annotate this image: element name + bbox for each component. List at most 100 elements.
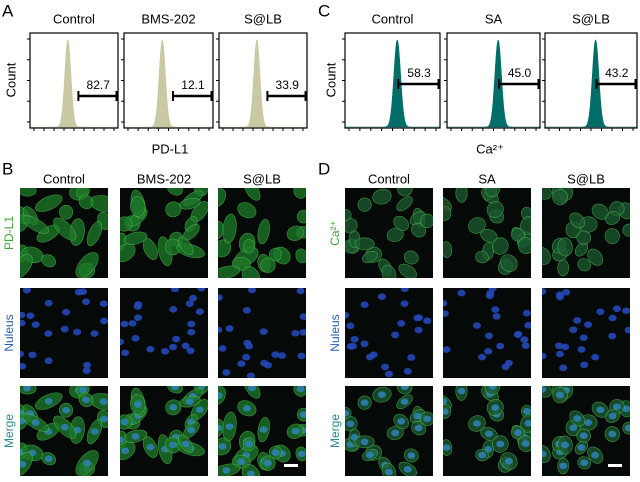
nucleus <box>99 398 108 406</box>
cell <box>372 188 392 205</box>
nucleus <box>22 288 31 294</box>
cells <box>218 288 306 378</box>
nucleus <box>291 329 300 337</box>
cell <box>492 237 509 255</box>
cells <box>443 288 531 371</box>
nucleus <box>622 307 630 315</box>
micrograph <box>218 386 306 476</box>
cell <box>22 215 50 234</box>
nucleus <box>28 351 37 359</box>
cell <box>484 188 501 198</box>
nucleus <box>90 428 99 435</box>
cell <box>165 201 182 218</box>
nucleus <box>78 386 87 393</box>
nucleus <box>169 343 178 351</box>
cells <box>542 188 630 277</box>
panel-label: B <box>2 159 13 178</box>
nucleus <box>423 317 432 325</box>
nucleus <box>297 352 306 360</box>
x-axis-label: PD-L1 <box>152 141 189 156</box>
nucleus <box>172 335 181 343</box>
cell <box>577 258 591 272</box>
nucleus <box>169 441 178 449</box>
micrograph <box>218 288 306 378</box>
nucleus <box>485 292 494 300</box>
micrograph <box>443 288 531 378</box>
cell <box>500 254 518 272</box>
scale-bar <box>608 464 622 467</box>
row-label: Nuleus <box>328 314 342 351</box>
histogram <box>345 39 440 128</box>
nucleus <box>242 404 251 412</box>
x-axis-label: Ca²⁺ <box>476 141 504 156</box>
cell <box>403 250 419 265</box>
micrograph <box>20 188 108 278</box>
cell <box>293 188 306 199</box>
cell <box>386 227 404 243</box>
nucleus <box>522 407 531 415</box>
nucleus <box>542 450 547 458</box>
nucleus <box>299 329 306 336</box>
cell <box>123 231 148 245</box>
nucleus <box>524 420 531 427</box>
panel-label: A <box>2 1 14 20</box>
cell <box>475 250 489 264</box>
nucleus <box>20 362 27 370</box>
panel-label: D <box>318 159 330 178</box>
nucleus <box>407 452 416 459</box>
nucleus <box>271 449 280 456</box>
nucleus <box>413 412 422 420</box>
nucleus <box>443 310 449 317</box>
nucleus <box>457 289 466 297</box>
nucleus <box>225 325 234 332</box>
micrograph <box>20 288 108 378</box>
cell <box>362 251 378 263</box>
cell <box>542 246 551 265</box>
cell <box>542 188 552 200</box>
nucleus <box>522 309 531 317</box>
nucleus <box>121 447 130 455</box>
nucleus <box>22 386 31 392</box>
nucleus <box>181 342 190 350</box>
nucleus <box>496 440 505 448</box>
cell <box>260 257 276 273</box>
cell <box>517 237 531 254</box>
nucleus <box>120 436 125 444</box>
nucleus <box>400 300 409 308</box>
column-title: Control <box>368 171 410 186</box>
cell <box>20 188 37 197</box>
plot-title: Control <box>53 11 95 26</box>
nucleus <box>484 348 493 355</box>
cell <box>420 213 433 229</box>
nucleus <box>542 386 547 393</box>
cell <box>587 248 604 266</box>
panel-label: C <box>318 1 330 20</box>
scale-bar <box>284 464 298 467</box>
nucleus <box>259 328 268 335</box>
micrograph <box>120 386 208 476</box>
nucleus <box>472 322 481 329</box>
cell <box>286 225 305 241</box>
plot-title: SA <box>485 11 503 26</box>
nucleus <box>222 369 231 376</box>
nucleus <box>44 299 53 307</box>
cell <box>75 252 99 278</box>
nucleus <box>20 460 27 468</box>
micrograph <box>443 386 531 476</box>
nucleus <box>384 370 393 378</box>
nucleus <box>187 320 196 328</box>
nucleus <box>73 328 82 336</box>
nucleus <box>161 347 170 355</box>
nucleus <box>195 308 204 315</box>
column-title: Control <box>43 171 85 186</box>
nucleus <box>237 458 246 466</box>
cell <box>241 266 261 278</box>
nucleus <box>44 357 53 365</box>
nucleus <box>170 386 179 391</box>
cell <box>78 194 94 210</box>
nucleus <box>391 331 400 339</box>
column-title: S@LB <box>243 171 281 186</box>
y-axis-label: Count <box>323 62 338 97</box>
nucleus <box>259 426 268 433</box>
nucleus <box>579 432 588 439</box>
